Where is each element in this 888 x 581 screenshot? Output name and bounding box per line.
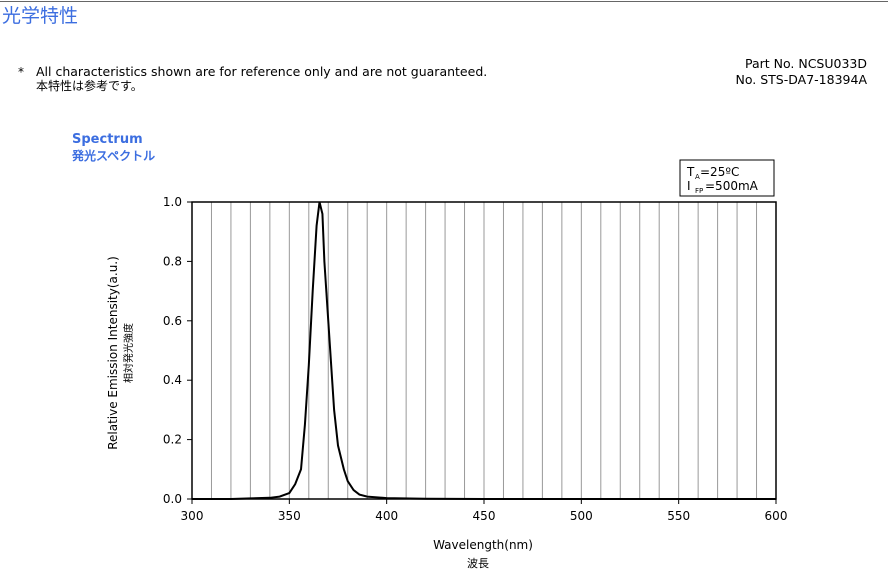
x-tick-label: 400	[375, 509, 398, 523]
page-title: 光学特性	[2, 5, 78, 27]
y-tick-label: 0.0	[163, 492, 182, 506]
x-tick-label: 550	[667, 509, 690, 523]
part-no: Part No. NCSU033D	[745, 56, 867, 71]
x-tick-label: 300	[181, 509, 204, 523]
x-tick-label: 450	[473, 509, 496, 523]
y-label: Relative Emission Intensity(a.u.)	[106, 256, 120, 450]
y-tick-label: 0.2	[163, 433, 182, 447]
note-mark: *	[18, 65, 24, 79]
x-tick-label: 500	[570, 509, 593, 523]
y-tick-label: 1.0	[163, 195, 182, 209]
chart-subtitle: 発光スペクトル	[71, 148, 155, 163]
condition-symbol: I	[687, 179, 691, 193]
conditions-box	[679, 159, 775, 197]
doc-no: No. STS-DA7-18394A	[736, 72, 868, 87]
note-ja: 本特性は参考です。	[36, 78, 143, 93]
x-label-ja: 波長	[467, 557, 489, 570]
condition-value: =25ºC	[700, 165, 739, 179]
condition-sub: FP	[695, 187, 703, 195]
x-label: Wavelength(nm)	[433, 538, 533, 552]
y-tick-label: 0.8	[163, 254, 182, 268]
condition-value: =500mA	[705, 179, 759, 193]
condition-sub: A	[695, 173, 700, 181]
y-tick-label: 0.4	[163, 373, 182, 387]
x-tick-label: 600	[765, 509, 788, 523]
condition-symbol: T	[686, 165, 695, 179]
y-tick-label: 0.6	[163, 314, 182, 328]
x-tick-label: 350	[278, 509, 301, 523]
chart-title: Spectrum	[72, 132, 143, 147]
spectrum-line	[192, 201, 776, 500]
y-label-ja: 相対発光強度	[122, 323, 135, 383]
note: All characteristics shown are for refere…	[36, 64, 487, 79]
